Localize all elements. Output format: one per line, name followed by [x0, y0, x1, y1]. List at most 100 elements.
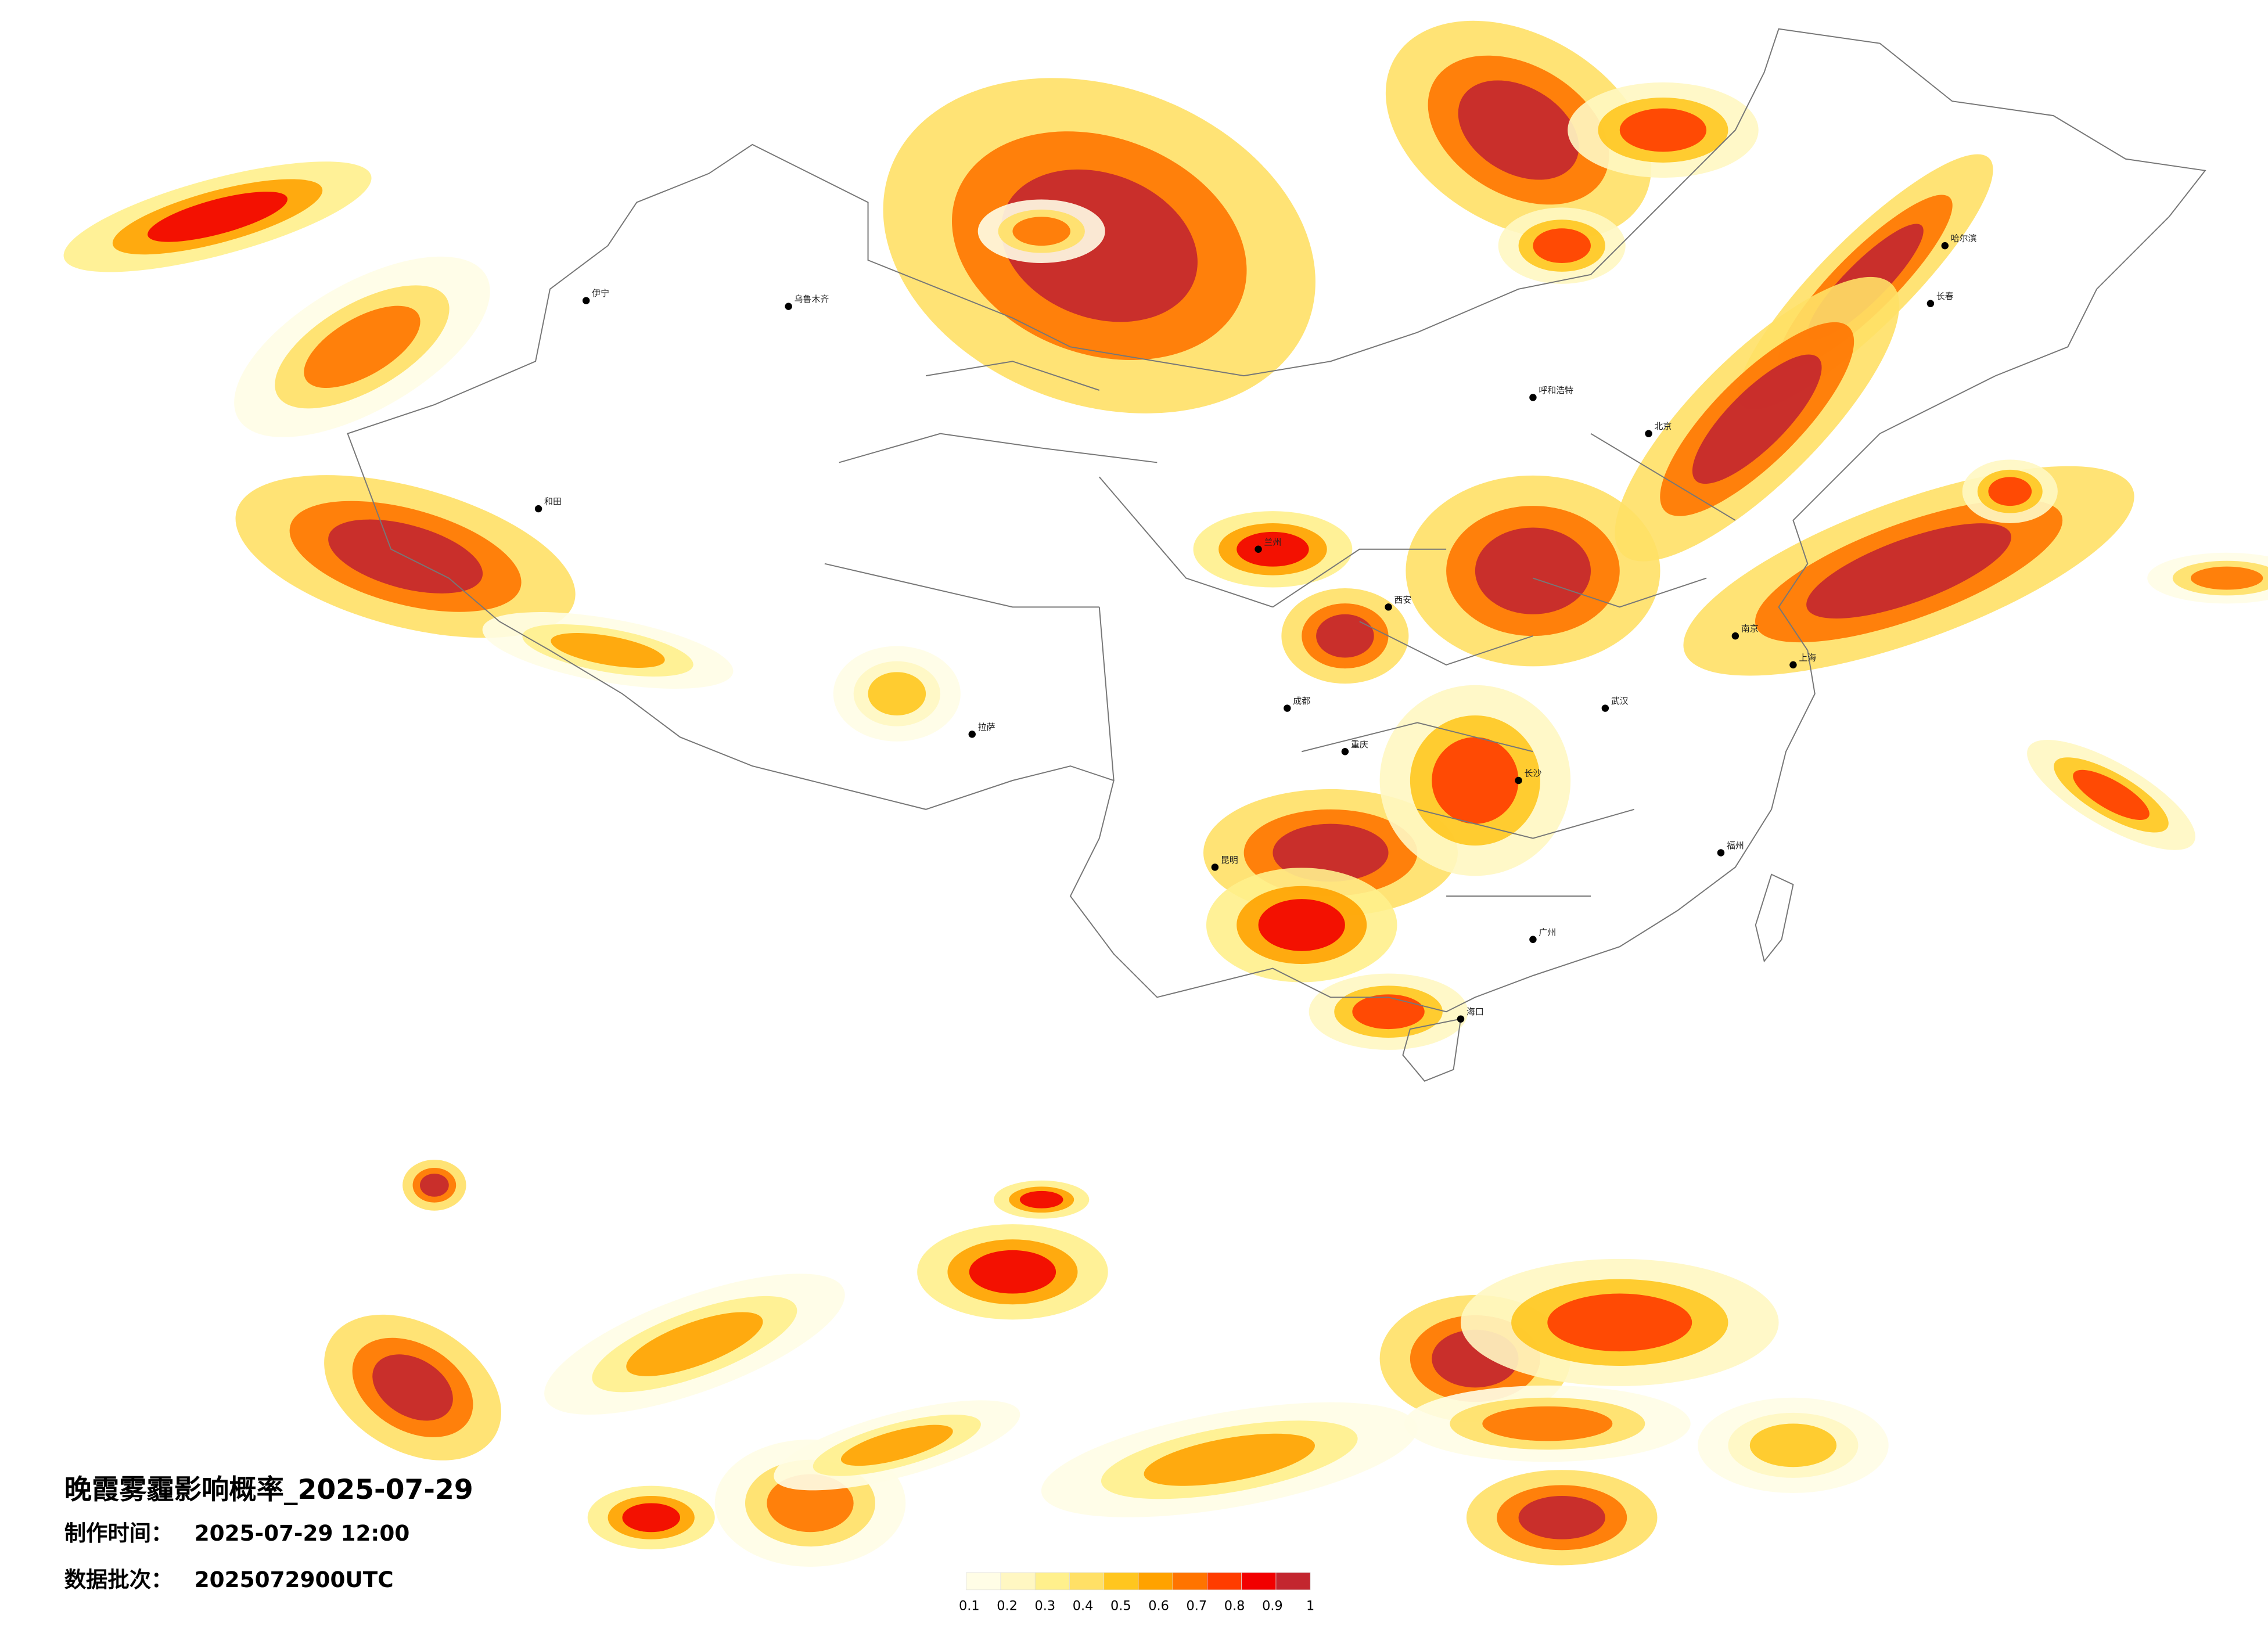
haze-cell [1273, 823, 1389, 882]
legend-label: 0.2 [997, 1599, 1018, 1614]
city-label: 重庆 [1351, 739, 1368, 750]
legend-swatch [1034, 1572, 1070, 1591]
city-label: 兰州 [1264, 537, 1282, 547]
city-dot [1601, 704, 1609, 712]
haze-cell [1547, 1293, 1692, 1352]
haze-cell [1619, 108, 1707, 152]
legend-swatch [1138, 1572, 1173, 1591]
city-label: 福州 [1727, 840, 1744, 851]
haze-cell [840, 1424, 953, 1466]
legend-swatch [1207, 1572, 1242, 1591]
haze-cell [626, 1312, 763, 1376]
city-dot [1385, 603, 1392, 611]
haze-cell [2190, 566, 2263, 590]
legend-swatch [1069, 1572, 1105, 1591]
batch-label: 数据批次： [64, 1567, 173, 1592]
legend-label: 0.1 [959, 1599, 980, 1614]
haze-cell [969, 1250, 1056, 1294]
city-label: 哈尔滨 [1951, 233, 1977, 244]
city-label: 昆明 [1221, 855, 1238, 865]
city-label: 广州 [1539, 927, 1556, 937]
batch: 2025072900UTC [195, 1567, 394, 1592]
haze-cell [1019, 1190, 1063, 1208]
haze-cell [622, 1503, 680, 1533]
haze-cell [1475, 527, 1591, 614]
city-dot [1645, 430, 1652, 437]
city-dot [1529, 936, 1537, 943]
city-dot [582, 297, 590, 304]
legend-label: 0.5 [1110, 1599, 1131, 1614]
legend-swatch [1172, 1572, 1207, 1591]
city-label: 北京 [1655, 421, 1672, 431]
legend-label: 0.9 [1262, 1599, 1283, 1614]
haze-cell [1144, 1433, 1315, 1486]
city-dot [1941, 242, 1949, 250]
city-label: 西安 [1394, 595, 1412, 605]
haze-cell [2073, 769, 2150, 820]
city-dot [1789, 661, 1797, 669]
legend: 0.1 0.2 0.3 0.4 0.5 0.6 0.7 0.8 0.9 1 [959, 1572, 1314, 1614]
china-outline [347, 28, 2206, 1013]
legend-swatch [1104, 1572, 1139, 1591]
haze-cell [1533, 228, 1591, 263]
city-label: 和田 [544, 497, 562, 507]
city-label: 乌鲁木齐 [795, 294, 829, 304]
haze-cell [1432, 737, 1519, 824]
city-dot [1731, 632, 1739, 640]
city-dot [1255, 545, 1262, 553]
city-dot [1341, 748, 1349, 756]
city-label: 伊宁 [592, 288, 609, 298]
haze-cell [1749, 1423, 1837, 1467]
haze-cell [551, 633, 665, 668]
city-label: 长春 [1936, 291, 1954, 301]
city-dot [1211, 864, 1219, 871]
city-label: 拉萨 [978, 722, 995, 732]
haze-cell [1012, 217, 1070, 246]
haze-cell [1518, 1496, 1605, 1539]
haze-cell [1692, 354, 1822, 484]
legend-label: 0.4 [1073, 1599, 1094, 1614]
city-label: 武汉 [1611, 696, 1629, 706]
province-lines [824, 361, 1736, 897]
legend-label: 0.6 [1148, 1599, 1169, 1614]
haze-cell [1316, 614, 1374, 658]
city-label: 上海 [1799, 652, 1816, 663]
legend-swatch [1275, 1572, 1311, 1591]
city-dot [1529, 394, 1537, 401]
boundaries [347, 28, 2206, 1082]
haze-cell [1458, 80, 1579, 180]
haze-cell [372, 1354, 453, 1421]
taiwan [1755, 873, 1794, 963]
city-dot [534, 505, 542, 513]
city-label: 呼和浩特 [1539, 385, 1573, 395]
made-time: 2025-07-29 12:00 [195, 1520, 410, 1546]
haze-cell [419, 1173, 449, 1197]
city-dot [1926, 300, 1935, 307]
legend-label: 0.8 [1224, 1599, 1245, 1614]
haze-cell [148, 192, 287, 242]
haze-cell [1806, 523, 2011, 619]
haze-cell [1352, 994, 1425, 1030]
city-label: 长沙 [1525, 768, 1542, 779]
legend-swatch [1000, 1572, 1036, 1591]
city-dot [968, 731, 976, 738]
city-dot [1515, 776, 1522, 785]
city-dot [1457, 1015, 1465, 1023]
city-label: 成都 [1293, 696, 1310, 706]
haze-cell [304, 305, 420, 388]
legend-label: 0.3 [1034, 1599, 1055, 1614]
legend-label: 1 [1306, 1599, 1314, 1614]
haze-cell [1482, 1406, 1613, 1441]
haze-cell [1258, 899, 1345, 951]
hainan [1402, 1018, 1462, 1082]
legend-swatch [966, 1572, 1001, 1591]
haze-cell [1988, 477, 2032, 506]
map-title: 晚霞雾霾影响概率_2025-07-29 [64, 1474, 473, 1506]
city-dot [785, 303, 792, 310]
legend-label: 0.7 [1187, 1599, 1207, 1614]
city-label: 南京 [1741, 624, 1759, 634]
haze-layer [63, 20, 2268, 1567]
